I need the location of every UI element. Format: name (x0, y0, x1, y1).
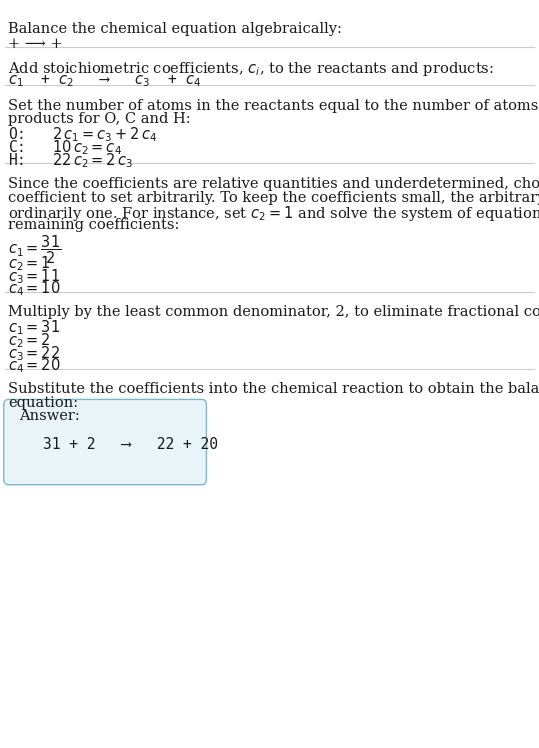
Text: ordinarily one. For instance, set $c_2 = 1$ and solve the system of equations fo: ordinarily one. For instance, set $c_2 =… (8, 204, 539, 223)
Text: C:   $10\,c_2 = c_4$: C: $10\,c_2 = c_4$ (8, 138, 122, 157)
Text: O:   $2\,c_1 = c_3 + 2\,c_4$: O: $2\,c_1 = c_3 + 2\,c_4$ (8, 126, 157, 144)
Text: Add stoichiometric coefficients, $c_i$, to the reactants and products:: Add stoichiometric coefficients, $c_i$, … (8, 60, 494, 78)
Text: Substitute the coefficients into the chemical reaction to obtain the balanced: Substitute the coefficients into the che… (8, 382, 539, 396)
Text: $c_4 = 10$: $c_4 = 10$ (8, 280, 61, 298)
Text: $c_1 = 31$: $c_1 = 31$ (8, 319, 60, 337)
Text: + ⟶ +: + ⟶ + (8, 37, 63, 51)
Text: Balance the chemical equation algebraically:: Balance the chemical equation algebraica… (8, 22, 342, 37)
Text: coefficient to set arbitrarily. To keep the coefficients small, the arbitrary va: coefficient to set arbitrarily. To keep … (8, 191, 539, 205)
Text: $c_2 = 2$: $c_2 = 2$ (8, 331, 51, 350)
Text: remaining coefficients:: remaining coefficients: (8, 218, 179, 232)
Text: equation:: equation: (8, 396, 78, 410)
Text: $c_4 = 20$: $c_4 = 20$ (8, 357, 61, 375)
Text: $c_2 = 1$: $c_2 = 1$ (8, 254, 51, 273)
Text: H:   $22\,c_2 = 2\,c_3$: H: $22\,c_2 = 2\,c_3$ (8, 151, 133, 170)
Text: Multiply by the least common denominator, 2, to eliminate fractional coefficient: Multiply by the least common denominator… (8, 305, 539, 319)
Text: Answer:: Answer: (19, 409, 80, 423)
Text: $c_1 = \dfrac{31}{2}$: $c_1 = \dfrac{31}{2}$ (8, 233, 61, 266)
Text: Since the coefficients are relative quantities and underdetermined, choose a: Since the coefficients are relative quan… (8, 177, 539, 191)
Text: Set the number of atoms in the reactants equal to the number of atoms in the: Set the number of atoms in the reactants… (8, 99, 539, 113)
Text: $c_1$  + $c_2$   ⟶   $c_3$  + $c_4$: $c_1$ + $c_2$ ⟶ $c_3$ + $c_4$ (8, 73, 201, 89)
Text: 31 + 2   ⟶   22 + 20: 31 + 2 ⟶ 22 + 20 (43, 437, 218, 452)
FancyBboxPatch shape (4, 399, 206, 485)
Text: $c_3 = 22$: $c_3 = 22$ (8, 344, 60, 363)
Text: products for O, C and H:: products for O, C and H: (8, 112, 191, 126)
Text: $c_3 = 11$: $c_3 = 11$ (8, 267, 60, 286)
